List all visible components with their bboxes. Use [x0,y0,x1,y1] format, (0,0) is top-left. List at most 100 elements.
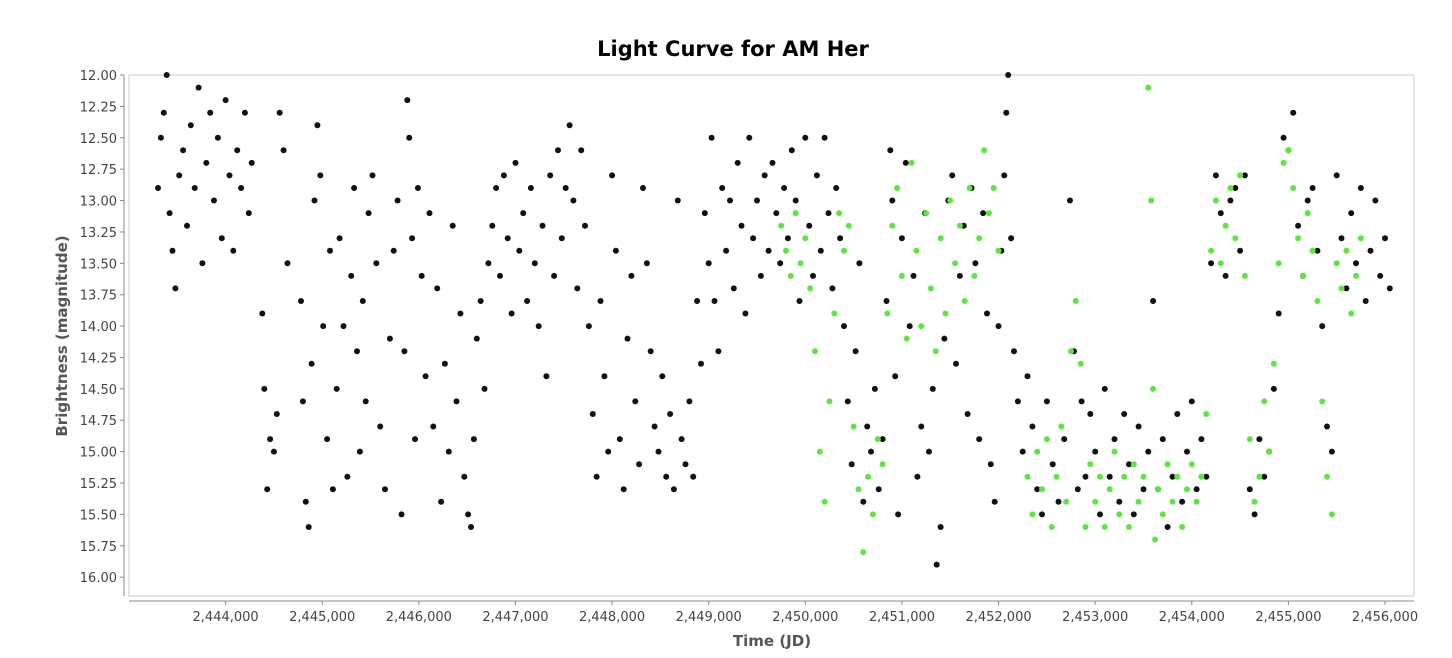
data-point-0-257 [1140,486,1147,493]
data-point-0-182 [837,235,844,242]
data-point-0-20 [226,172,233,179]
data-point-1-50 [1043,436,1050,443]
data-point-1-2 [787,272,794,279]
data-point-1-18 [865,473,872,480]
y-tick-label: 12.50 [80,132,117,147]
data-point-0-294 [1319,323,1326,330]
data-point-0-232 [1019,448,1026,455]
data-point-0-291 [1304,197,1311,204]
data-point-0-46 [327,247,333,254]
x-tick-label: 2,450,000 [772,610,838,625]
data-point-0-144 [690,473,697,480]
data-point-0-41 [311,197,318,204]
data-point-0-168 [781,185,788,191]
data-point-0-114 [574,285,581,292]
data-point-0-241 [1067,197,1073,204]
data-point-0-303 [1362,298,1369,304]
data-point-0-28 [261,385,268,392]
data-point-1-49 [1039,486,1045,493]
data-point-0-187 [856,260,863,267]
data-point-0-140 [674,197,681,204]
data-point-0-285 [1275,310,1282,317]
data-point-0-142 [682,461,689,468]
data-point-0-76 [430,423,437,430]
data-point-1-30 [923,210,930,217]
data-point-0-128 [628,272,635,279]
data-point-1-92 [1237,172,1244,179]
data-point-0-206 [926,448,932,455]
data-point-1-68 [1130,461,1137,468]
data-point-1-90 [1227,185,1234,191]
data-point-0-166 [773,210,780,217]
data-point-1-69 [1135,498,1142,505]
data-point-0-263 [1169,473,1176,480]
data-point-0-143 [686,398,693,405]
data-point-0-203 [914,473,921,480]
data-point-1-22 [884,310,891,317]
data-point-0-44 [320,323,327,330]
data-point-0-161 [754,197,760,204]
data-point-0-123 [609,172,616,179]
data-point-0-125 [616,436,623,443]
data-point-0-90 [481,385,488,392]
x-axis-title: Time (JD) [733,632,811,650]
data-point-0-261 [1159,436,1166,443]
data-point-0-151 [715,348,722,355]
data-point-0-49 [336,235,343,242]
data-point-0-99 [516,247,523,254]
data-point-1-59 [1087,461,1094,468]
data-point-0-38 [302,498,309,505]
data-point-1-87 [1212,197,1219,204]
data-point-0-264 [1174,411,1181,417]
data-point-0-74 [422,373,429,380]
data-point-0-158 [742,310,749,317]
data-point-1-113 [1338,285,1345,292]
data-point-0-131 [640,185,646,191]
data-point-1-70 [1140,473,1147,480]
data-point-0-102 [527,185,534,191]
data-point-0-160 [750,235,757,242]
data-point-0-212 [949,172,956,179]
data-point-0-173 [802,134,809,141]
y-tick-label: 13.75 [80,289,117,304]
data-point-0-279 [1246,486,1253,493]
data-point-0-254 [1126,461,1132,468]
y-tick-label: 14.75 [80,414,117,429]
data-point-1-95 [1251,498,1258,505]
data-point-0-117 [585,323,592,330]
data-point-0-272 [1212,172,1219,179]
data-point-0-175 [810,272,816,279]
data-point-0-147 [701,210,708,217]
data-point-0-248 [1097,511,1103,518]
data-point-0-259 [1150,298,1157,304]
data-point-0-59 [369,172,376,179]
data-point-0-61 [377,423,384,430]
data-point-0-19 [222,97,229,104]
data-point-0-176 [813,172,820,179]
data-point-0-98 [512,159,519,166]
data-point-0-126 [620,486,627,493]
data-point-0-288 [1290,109,1297,116]
x-tick-label: 2,447,000 [482,610,548,625]
data-point-0-105 [539,222,546,229]
data-point-1-62 [1101,524,1108,530]
x-tick-label: 2,446,000 [386,610,452,625]
data-point-1-104 [1295,235,1302,242]
data-point-1-25 [898,272,905,279]
data-point-0-136 [659,373,666,380]
data-point-1-27 [908,159,915,166]
data-point-0-108 [551,272,558,279]
data-point-0-35 [284,260,291,267]
data-point-0-71 [412,436,418,443]
data-point-1-26 [903,335,910,342]
data-point-0-146 [698,360,704,367]
data-point-0-210 [941,335,948,342]
data-point-0-300 [1348,210,1355,217]
data-point-1-85 [1203,411,1210,417]
data-point-0-156 [734,159,741,166]
data-point-0-134 [651,423,658,430]
data-point-0-186 [852,348,859,355]
data-point-0-267 [1188,398,1195,405]
data-point-1-98 [1266,448,1273,455]
data-point-0-201 [906,323,913,330]
